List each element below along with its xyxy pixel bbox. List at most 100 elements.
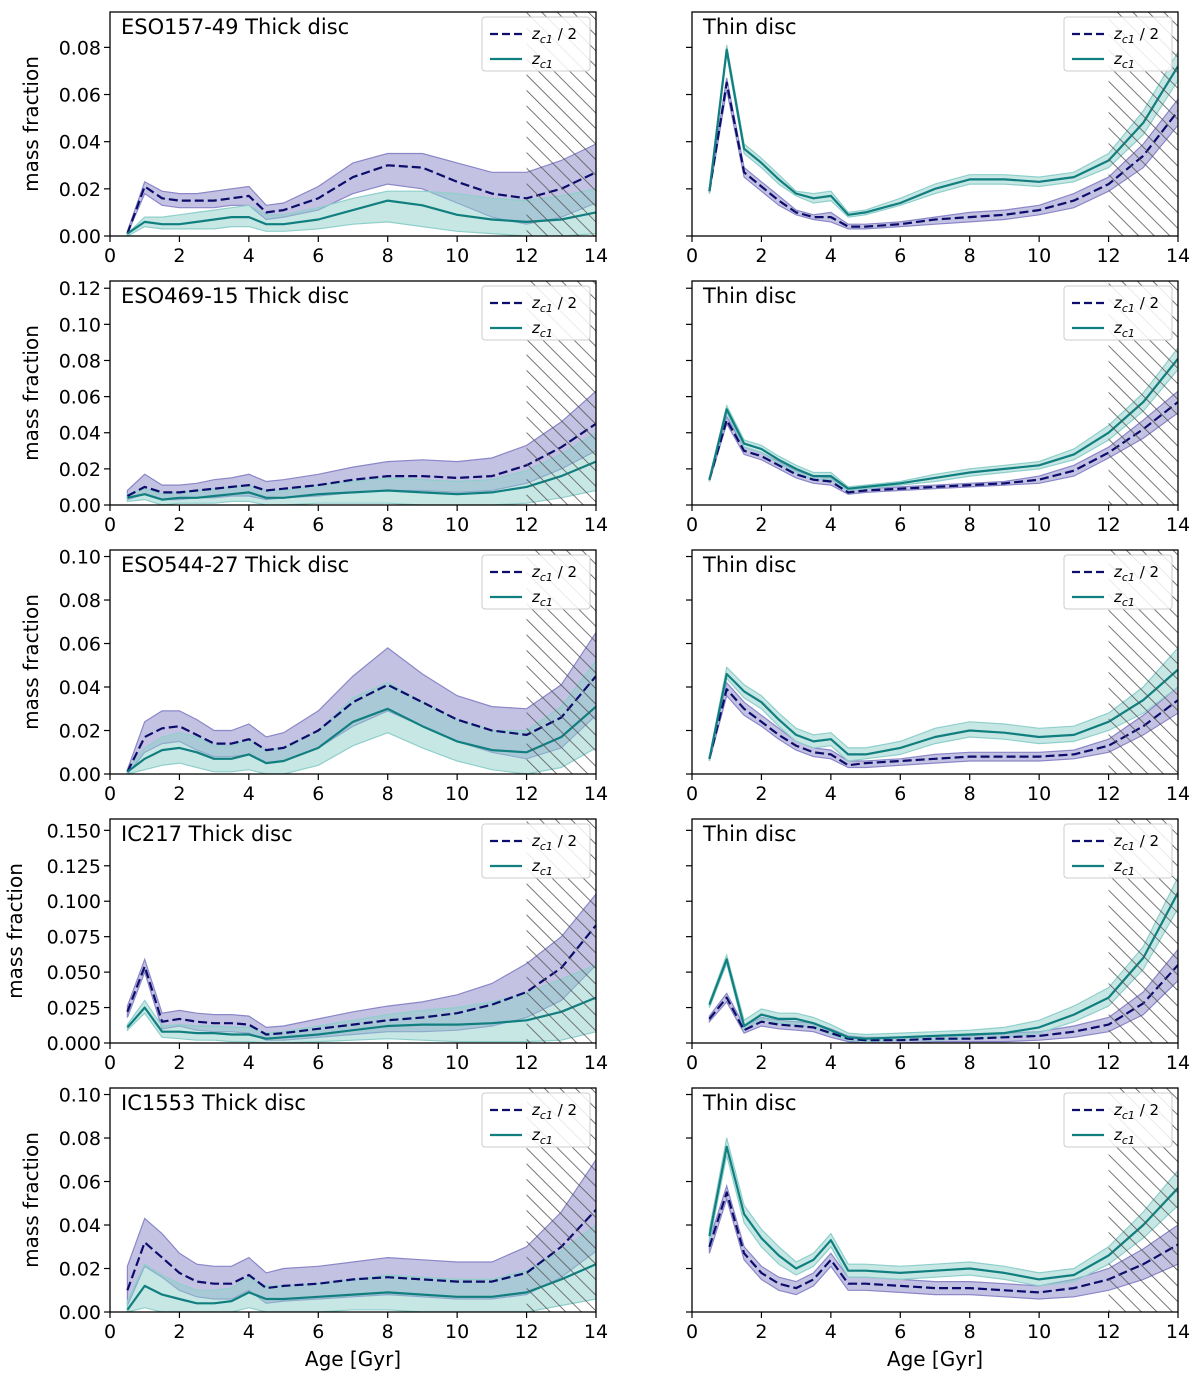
x-tick-label: 10 xyxy=(1027,1321,1051,1343)
legend: zc1 / 2 zc1 xyxy=(481,285,591,341)
x-tick-label: 10 xyxy=(445,514,469,536)
y-tick-label: 0.06 xyxy=(59,85,101,107)
legend-box xyxy=(481,554,591,610)
series-band-zc1-half xyxy=(708,1183,1178,1300)
legend-label-zc1: zc1 xyxy=(1113,857,1135,878)
x-tick-label: 2 xyxy=(755,1052,767,1074)
x-tick-label: 4 xyxy=(825,783,837,805)
panel-2: 0 2 4 6 8 10 12 14 Thin disc zc1 / 2 zc1 xyxy=(686,11,1190,267)
legend: zc1 / 2 zc1 xyxy=(481,554,591,610)
y-tick-label: 0.125 xyxy=(47,856,101,878)
series-band-zc1 xyxy=(126,1224,596,1312)
y-tick-label: 0.150 xyxy=(47,820,101,842)
y-tick-label: 0.04 xyxy=(59,1215,101,1237)
x-tick-label: 14 xyxy=(584,783,608,805)
x-tick-label: 12 xyxy=(1096,783,1120,805)
x-tick-label: 6 xyxy=(312,1052,324,1074)
series-line-zc1 xyxy=(708,668,1178,760)
series-line-zc1 xyxy=(126,705,596,773)
x-tick-label: 6 xyxy=(312,514,324,536)
panel-title: Thin disc xyxy=(702,284,797,308)
legend-label-zc1-half: zc1 / 2 xyxy=(531,294,577,315)
legend: zc1 / 2 zc1 xyxy=(481,16,591,72)
panel-data xyxy=(126,1158,596,1312)
x-tick-label: 4 xyxy=(243,514,255,536)
axes-frame xyxy=(109,818,597,1044)
panel-title: Thin disc xyxy=(702,822,797,846)
legend-label-zc1: zc1 xyxy=(1113,588,1135,609)
axes-frame xyxy=(109,11,597,237)
legend-box xyxy=(1063,285,1173,341)
y-tick-label: 0.08 xyxy=(59,37,101,59)
x-tick-label: 0 xyxy=(686,514,698,536)
legend-box xyxy=(1063,823,1173,879)
x-tick-label: 12 xyxy=(1096,1321,1120,1343)
x-tick-label: 6 xyxy=(312,245,324,267)
legend-label-zc1: zc1 xyxy=(1113,319,1135,340)
x-tick-label: 10 xyxy=(445,1052,469,1074)
series-line-zc1-half xyxy=(126,422,596,497)
x-tick-label: 2 xyxy=(173,514,185,536)
x-tick-label: 14 xyxy=(584,1052,608,1074)
y-tick-label: 0.08 xyxy=(59,1128,101,1150)
x-tick-label: 12 xyxy=(514,245,538,267)
panel-title: Thin disc xyxy=(702,15,797,39)
x-tick-label: 0 xyxy=(686,1321,698,1343)
axes-frame xyxy=(691,1087,1179,1313)
panel-3: 0 2 4 6 8 10 12 14 0.00 0.02 0.04 0.06 0.08 0.10 0.12 E… xyxy=(19,278,608,536)
x-tick-label: 4 xyxy=(243,1321,255,1343)
panel-1: 0 2 4 6 8 10 12 14 0.00 0.02 0.04 0.06 0.08 ESO157-49… xyxy=(19,11,608,267)
x-tick-label: 0 xyxy=(104,514,116,536)
x-tick-label: 2 xyxy=(173,1321,185,1343)
series-band-zc1 xyxy=(708,876,1178,1043)
legend: zc1 / 2 zc1 xyxy=(1063,554,1173,610)
x-tick-label: 10 xyxy=(1027,245,1051,267)
x-tick-label: 10 xyxy=(445,783,469,805)
x-tick-label: 12 xyxy=(1096,245,1120,267)
panel-data xyxy=(126,631,596,774)
legend-label-zc1-half: zc1 / 2 xyxy=(1113,832,1159,853)
x-tick-label: 14 xyxy=(584,1321,608,1343)
x-tick-label: 2 xyxy=(173,783,185,805)
legend: zc1 / 2 zc1 xyxy=(1063,16,1173,72)
y-tick-label: 0.02 xyxy=(59,1259,101,1281)
legend-label-zc1-half: zc1 / 2 xyxy=(531,832,577,853)
panel-title: ESO544-27 Thick disc xyxy=(121,553,349,577)
legend-label-zc1-half: zc1 / 2 xyxy=(1113,1101,1159,1122)
legend-box xyxy=(481,285,591,341)
panel-6: 0 2 4 6 8 10 12 14 Thin disc zc1 / 2 zc1 xyxy=(686,549,1190,805)
y-tick-label: 0.04 xyxy=(59,132,101,154)
x-tick-label: 4 xyxy=(243,245,255,267)
x-tick-label: 12 xyxy=(514,1052,538,1074)
panel-9: 0 2 4 6 8 10 12 14 0.00 0.02 0.04 0.06 0.08 0.10 IC155… xyxy=(19,1085,608,1371)
x-tick-label: 12 xyxy=(514,783,538,805)
x-tick-label: 14 xyxy=(1166,1321,1190,1343)
x-tick-label: 10 xyxy=(1027,514,1051,536)
x-tick-label: 2 xyxy=(755,245,767,267)
panel-7: 0 2 4 6 8 10 12 14 0.000 0.025 0.050 0.075 0.100 0.12… xyxy=(3,818,608,1074)
y-tick-label: 0.12 xyxy=(59,278,101,300)
x-tick-label: 0 xyxy=(104,1321,116,1343)
axes-frame xyxy=(691,549,1179,775)
y-tick-label: 0.10 xyxy=(59,314,101,336)
axes-frame xyxy=(109,549,597,775)
x-tick-label: 6 xyxy=(894,245,906,267)
x-tick-label: 4 xyxy=(243,783,255,805)
x-tick-label: 0 xyxy=(104,1052,116,1074)
legend-box xyxy=(481,823,591,879)
axes-frame xyxy=(109,1087,597,1313)
x-tick-label: 12 xyxy=(514,1321,538,1343)
series-line-zc1-half xyxy=(126,1209,596,1291)
x-tick-label: 10 xyxy=(1027,783,1051,805)
legend: zc1 / 2 zc1 xyxy=(1063,285,1173,341)
legend-label-zc1-half: zc1 / 2 xyxy=(1113,294,1159,315)
legend: zc1 / 2 zc1 xyxy=(1063,1092,1173,1148)
x-tick-label: 8 xyxy=(382,245,394,267)
y-tick-label: 0.04 xyxy=(59,423,101,445)
x-tick-label: 14 xyxy=(1166,514,1190,536)
y-tick-label: 0.08 xyxy=(59,350,101,372)
panel-data xyxy=(708,346,1178,495)
panel-data xyxy=(126,143,596,236)
legend-label-zc1-half: zc1 / 2 xyxy=(531,563,577,584)
